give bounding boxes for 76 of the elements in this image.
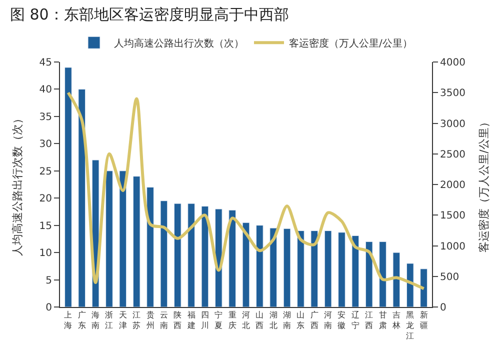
x-tick-label: 浙江 <box>105 310 114 330</box>
bar <box>297 230 304 307</box>
x-tick-label: 甘肃 <box>378 310 387 330</box>
y-axis-title: 人均高速公路出行次数（次） <box>10 113 24 256</box>
bar <box>420 268 428 307</box>
bar <box>365 241 373 307</box>
bar <box>256 225 264 307</box>
x-tick-label: 辽宁 <box>351 310 360 330</box>
y-tick-label: 30 <box>39 139 52 150</box>
x-tick-label: 江西 <box>365 310 374 330</box>
chart-title: 图 80：东部地区客运密度明显高于中西部 <box>10 6 289 24</box>
x-tick-label: 重庆 <box>228 310 236 330</box>
x-tick-label: 湖北 <box>269 310 278 330</box>
x-tick-label: 河北 <box>242 310 250 330</box>
bar <box>310 230 318 307</box>
x-tick-label: 安徽 <box>338 310 346 330</box>
x-tick-label: 湖南 <box>283 310 292 330</box>
x-tick-label: 福建 <box>186 310 196 330</box>
bar <box>78 88 86 307</box>
x-tick-label: 海南 <box>92 310 100 330</box>
x-tick-label: 江苏 <box>132 310 141 330</box>
x-tick-label: 贵州 <box>146 310 154 330</box>
x-tick-label: 新疆 <box>420 310 428 330</box>
bar <box>352 235 360 307</box>
y-tick-label: 40 <box>39 84 52 96</box>
y-tick-label: 45 <box>39 58 52 68</box>
x-tick-label: 黑龙江 <box>406 310 414 340</box>
bar <box>324 230 332 307</box>
bar <box>119 170 127 307</box>
y-tick-label: 10 <box>39 248 52 260</box>
x-tick-label: 广西 <box>310 310 318 330</box>
x-tick-label: 山西 <box>256 310 264 330</box>
y-tick-label: 5 <box>46 275 52 286</box>
bar <box>106 170 113 307</box>
y2-tick-label: 3000 <box>440 118 466 130</box>
y2-tick-label: 1500 <box>440 210 466 222</box>
x-tick-label: 山东 <box>296 310 305 330</box>
legend-label: 人均高速公路出行次数（次） <box>114 38 244 50</box>
bar <box>379 241 386 307</box>
bar <box>174 203 182 307</box>
y2-tick-label: 500 <box>440 272 460 283</box>
y2-tick-label: 2500 <box>440 149 466 160</box>
y-tick-label: 25 <box>39 166 52 178</box>
y-tick-label: 35 <box>39 112 52 123</box>
bar <box>188 203 195 307</box>
bar <box>283 228 291 307</box>
x-tick-label: 上海 <box>64 310 72 330</box>
x-tick-label: 云南 <box>160 310 168 330</box>
x-tick-label: 广东 <box>78 310 86 330</box>
y2-axis-title: 客运密度（万人公里/公里） <box>478 116 491 252</box>
x-tick-label: 天津 <box>118 310 127 330</box>
legend-label: 客运密度（万人公里/公里） <box>289 38 412 50</box>
x-tick-label: 四川 <box>200 310 209 330</box>
bar <box>201 206 209 307</box>
y2-tick-label: 4000 <box>440 58 466 68</box>
x-tick-label: 宁夏 <box>214 310 223 330</box>
y-tick-label: 15 <box>39 220 52 232</box>
bar <box>392 252 400 307</box>
bar <box>270 228 278 307</box>
bar <box>132 176 140 307</box>
bar <box>406 263 414 307</box>
y2-tick-label: 0 <box>440 302 446 314</box>
bar <box>160 200 168 307</box>
y2-tick-label: 3500 <box>440 88 466 100</box>
y2-tick-label: 2000 <box>440 180 466 191</box>
x-tick-label: 陕西 <box>174 310 182 330</box>
y-tick-label: 0 <box>46 302 52 314</box>
x-tick-label: 河南 <box>324 310 332 330</box>
x-tick-label: 吉林 <box>391 310 400 330</box>
y2-tick-label: 1000 <box>440 241 466 252</box>
line-series <box>66 91 426 290</box>
y-tick-label: 20 <box>39 194 52 205</box>
bar <box>228 210 236 307</box>
bar <box>64 67 72 307</box>
bar <box>146 186 154 307</box>
bar <box>338 232 346 307</box>
